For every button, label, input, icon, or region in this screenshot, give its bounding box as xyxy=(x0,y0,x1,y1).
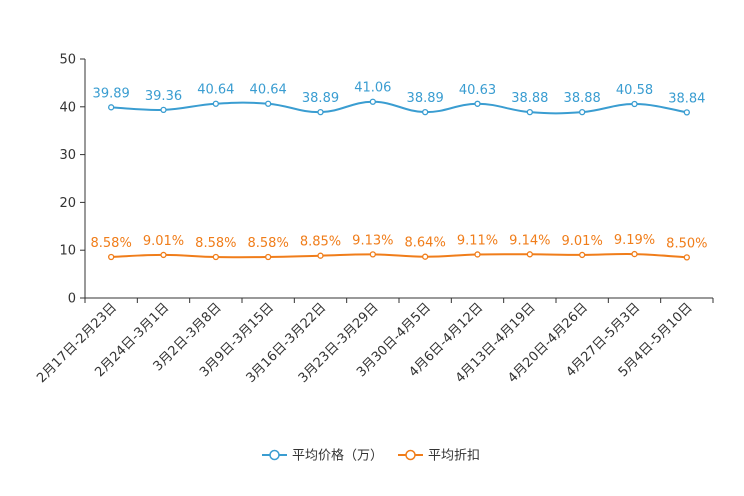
series-1: 39.89 39.36 40.64 40.64 38.89 41.06 38.89 40.63… xyxy=(93,81,705,116)
data-label: 38.84 xyxy=(668,91,705,106)
data-label: 38.89 xyxy=(407,91,444,106)
data-point xyxy=(683,109,690,116)
data-label: 9.01% xyxy=(562,234,603,249)
y-tick-label: 10 xyxy=(59,244,76,259)
data-point xyxy=(160,106,167,114)
data-point xyxy=(265,100,272,107)
data-point xyxy=(422,108,429,116)
data-label: 9.11% xyxy=(457,233,498,248)
data-point xyxy=(212,253,219,261)
legend-item-2[interactable]: 平均折扣 xyxy=(398,449,480,464)
data-label: 40.64 xyxy=(250,83,287,98)
y-tick-label: 30 xyxy=(59,148,76,163)
data-point xyxy=(160,251,167,259)
data-point xyxy=(108,253,115,261)
data-label: 8.64% xyxy=(405,236,446,251)
y-tick-label: 0 xyxy=(68,292,76,307)
data-point xyxy=(317,108,324,116)
data-label: 38.89 xyxy=(302,91,339,106)
data-point xyxy=(526,251,533,258)
data-point xyxy=(369,251,376,258)
data-label: 8.50% xyxy=(666,236,707,251)
data-label: 38.88 xyxy=(564,91,601,106)
data-point xyxy=(212,100,219,107)
data-label: 41.06 xyxy=(354,81,391,96)
data-point xyxy=(265,253,272,261)
data-label: 40.58 xyxy=(616,83,653,98)
data-point xyxy=(317,252,324,259)
data-label: 8.58% xyxy=(91,236,132,251)
series-layer: 39.89 39.36 40.64 40.64 38.89 41.06 38.89 40.63… xyxy=(91,81,707,261)
data-label: 40.64 xyxy=(197,83,234,98)
data-point xyxy=(579,251,586,259)
data-label: 9.19% xyxy=(614,233,655,248)
data-point xyxy=(631,100,638,108)
y-tick-label: 20 xyxy=(59,196,76,211)
data-point xyxy=(526,109,533,116)
data-point xyxy=(474,251,481,258)
data-label: 39.89 xyxy=(93,86,130,101)
legend-marker-icon xyxy=(405,449,416,461)
data-label: 38.88 xyxy=(511,91,548,106)
data-point xyxy=(422,253,429,260)
data-point xyxy=(369,98,376,105)
series-line xyxy=(111,100,687,115)
data-label: 39.36 xyxy=(145,89,182,104)
y-axis: 0 10 20 30 40 50 xyxy=(59,53,86,307)
data-point xyxy=(108,104,115,111)
legend-item-1[interactable]: 平均价格（万） xyxy=(262,448,383,464)
y-tick-label: 40 xyxy=(59,100,76,115)
data-label: 9.13% xyxy=(352,233,393,248)
data-label: 9.01% xyxy=(143,234,184,249)
data-label: 8.58% xyxy=(248,236,289,251)
series-2: 8.58% 9.01% 8.58% 8.58% 8.85% 9.13% 8.64% 9.11%… xyxy=(91,233,707,261)
data-point xyxy=(631,250,638,258)
y-tick-label: 50 xyxy=(59,53,76,68)
legend-marker-icon xyxy=(269,449,280,461)
legend-label: 平均折扣 xyxy=(428,449,480,464)
legend: 平均价格（万） 平均折扣 xyxy=(262,448,480,464)
data-point xyxy=(474,100,481,107)
data-label: 9.14% xyxy=(509,233,550,248)
series-line xyxy=(111,252,687,259)
data-point xyxy=(579,109,586,116)
legend-label: 平均价格（万） xyxy=(292,448,383,464)
data-label: 8.85% xyxy=(300,235,341,250)
data-point xyxy=(683,254,690,261)
data-label: 40.63 xyxy=(459,83,496,98)
data-label: 8.58% xyxy=(195,236,236,251)
x-axis: 2月17日-2月23日2月24日-3月1日3月2日-3月8日3月9日-3月15日… xyxy=(34,297,714,386)
